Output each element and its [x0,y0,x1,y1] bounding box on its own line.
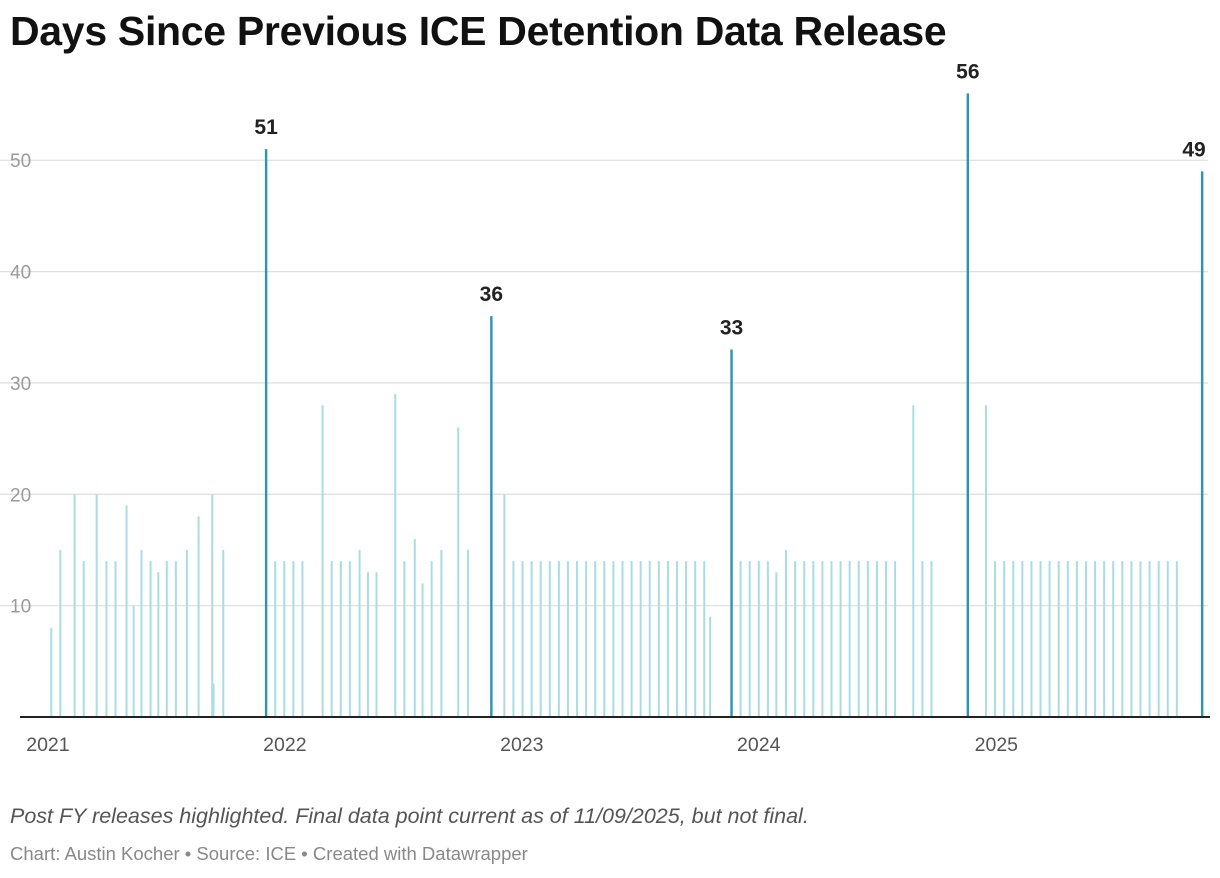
x-axis-ticks: 2021 2022 2023 2024 2025 [26,734,1018,756]
chart-credit: Chart: Austin Kocher • Source: ICE • Cre… [10,843,528,864]
y-tick-label: 20 [10,485,31,506]
x-tick-label: 2024 [737,734,781,756]
y-tick-label: 40 [10,263,31,284]
x-tick-label: 2021 [26,734,69,756]
gridlines [0,159,1208,607]
bars [50,93,1204,717]
chart-title: Days Since Previous ICE Detention Data R… [10,8,947,54]
x-tick-label: 2023 [500,734,543,756]
y-axis-ticks: 10 20 30 40 50 [10,151,31,617]
y-tick-label: 50 [10,151,31,172]
data-label: 33 [720,317,743,340]
chart-note: Post FY releases highlighted. Final data… [10,804,809,828]
data-label: 51 [254,116,278,139]
x-tick-label: 2022 [263,734,306,756]
x-tick-label: 2025 [975,734,1019,756]
data-label: 56 [956,60,979,83]
data-label: 49 [1182,138,1205,161]
data-labels: 51 36 33 56 49 [254,60,1205,339]
y-tick-label: 30 [10,374,31,395]
y-tick-label: 10 [10,597,31,618]
data-label: 36 [480,283,503,306]
